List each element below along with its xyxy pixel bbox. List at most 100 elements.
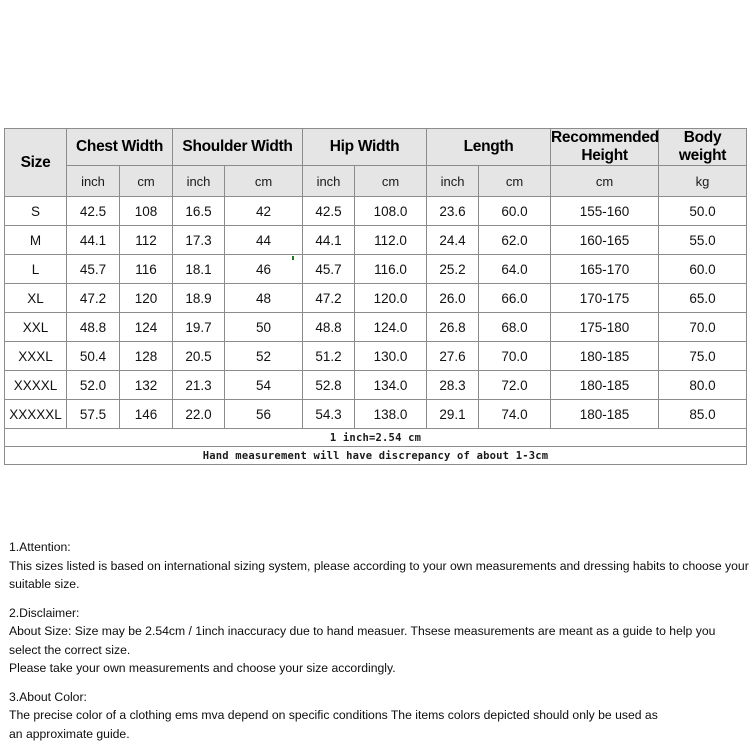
cell-length-cm: 64.0	[478, 254, 552, 284]
notes-section: 1.Attention: This sizes listed is based …	[9, 538, 749, 743]
cell-hip-inch: 42.5	[302, 196, 355, 226]
group-header-row: Size Chest Width Shoulder Width Hip Widt…	[4, 128, 748, 197]
cell-length-cm: 62.0	[478, 225, 552, 255]
cell-chest-inch: 57.5	[66, 399, 120, 429]
cell-length-inch: 29.1	[426, 399, 480, 429]
cell-size: S	[4, 196, 67, 226]
cell-length-inch: 25.2	[426, 254, 480, 284]
note-attention-line-1: This sizes listed is based on internatio…	[9, 558, 749, 592]
cell-hip-inch: 54.3	[302, 399, 355, 429]
cell-hip-cm: 112.0	[353, 225, 428, 255]
note-about-color-line-2: an approximate guide.	[9, 726, 130, 741]
cell-body-weight: 70.0	[658, 312, 748, 342]
cell-length-inch: 27.6	[426, 341, 480, 371]
cell-chest-cm: 146	[119, 399, 173, 429]
table-row: L 45.7 116 18.1 46 45.7 116.0 25.2 64.0 …	[4, 254, 748, 284]
cell-hip-inch: 52.8	[302, 370, 355, 400]
unit-height-cm: cm	[550, 165, 660, 197]
note-about-color-title: 3.About Color:	[9, 689, 87, 704]
unit-shoulder-inch: inch	[172, 165, 225, 197]
cell-shoulder-cm: 54	[224, 370, 303, 400]
unit-chest-cm: cm	[119, 165, 173, 197]
cell-shoulder-inch: 17.3	[172, 225, 225, 255]
unit-hip-cm: cm	[353, 165, 428, 197]
cell-chest-inch: 50.4	[66, 341, 120, 371]
cell-recommended-height: 180-185	[550, 341, 660, 371]
cell-shoulder-inch: 18.1	[172, 254, 225, 284]
cell-chest-inch: 52.0	[66, 370, 120, 400]
inch-conversion-note: 1 inch=2.54 cm	[3, 428, 748, 447]
cell-recommended-height: 180-185	[550, 370, 660, 400]
cell-shoulder-inch: 21.3	[172, 370, 225, 400]
unit-shoulder-cm: cm	[224, 165, 303, 197]
note-about-color-line-1: The precise color of a clothing ems mva …	[9, 708, 658, 722]
cell-length-cm: 70.0	[478, 341, 552, 371]
cell-shoulder-cm: 44	[224, 225, 303, 255]
cell-length-inch: 24.4	[426, 225, 480, 255]
cell-chest-inch: 47.2	[66, 283, 120, 313]
cell-shoulder-cm: 50	[224, 312, 303, 342]
column-header-size: Size	[4, 128, 67, 197]
cell-shoulder-inch: 18.9	[172, 283, 225, 313]
table-row: S 42.5 108 16.5 42 42.5 108.0 23.6 60.0 …	[4, 196, 748, 226]
cell-shoulder-cm: 52	[224, 341, 303, 371]
column-header-recommended-height: Recommended Height	[550, 128, 659, 166]
scan-artifact-mark	[292, 256, 294, 260]
cell-chest-inch: 42.5	[66, 196, 120, 226]
cell-body-weight: 55.0	[658, 225, 748, 255]
cell-shoulder-inch: 22.0	[172, 399, 225, 429]
table-row: XXXL 50.4 128 20.5 52 51.2 130.0 27.6 70…	[4, 341, 748, 371]
cell-shoulder-cm: 42	[224, 196, 303, 226]
column-header-hip-width: Hip Width	[301, 128, 428, 166]
cell-recommended-height: 170-175	[550, 283, 660, 313]
note-disclaimer: 2.Disclaimer: About Size: Size may be 2.…	[9, 604, 749, 678]
cell-length-cm: 66.0	[478, 283, 552, 313]
cell-hip-cm: 134.0	[353, 370, 428, 400]
cell-chest-inch: 44.1	[66, 225, 120, 255]
unit-weight-kg: kg	[658, 165, 748, 197]
cell-chest-cm: 132	[119, 370, 173, 400]
unit-length-cm: cm	[478, 165, 552, 197]
cell-hip-cm: 138.0	[353, 399, 428, 429]
cell-length-inch: 26.0	[426, 283, 480, 313]
cell-length-cm: 60.0	[478, 196, 552, 226]
cell-hip-cm: 124.0	[353, 312, 428, 342]
cell-hip-inch: 44.1	[302, 225, 355, 255]
cell-body-weight: 85.0	[658, 399, 748, 429]
cell-body-weight: 50.0	[658, 196, 748, 226]
cell-chest-cm: 120	[119, 283, 173, 313]
cell-chest-cm: 128	[119, 341, 173, 371]
cell-chest-cm: 108	[119, 196, 173, 226]
cell-body-weight: 60.0	[658, 254, 748, 284]
cell-hip-inch: 51.2	[302, 341, 355, 371]
table-row: XXL 48.8 124 19.7 50 48.8 124.0 26.8 68.…	[4, 312, 748, 342]
cell-chest-cm: 116	[119, 254, 173, 284]
cell-recommended-height: 175-180	[550, 312, 660, 342]
cell-length-inch: 28.3	[426, 370, 480, 400]
table-body: S 42.5 108 16.5 42 42.5 108.0 23.6 60.0 …	[3, 196, 748, 465]
cell-length-cm: 74.0	[478, 399, 552, 429]
column-header-body-weight: Body weight	[658, 128, 748, 166]
cell-hip-cm: 108.0	[353, 196, 428, 226]
unit-chest-inch: inch	[66, 165, 120, 197]
table-row: XXXXXL 57.5 146 22.0 56 54.3 138.0 29.1 …	[4, 399, 748, 429]
cell-size: XXXXXL	[4, 399, 67, 429]
cell-body-weight: 75.0	[658, 341, 748, 371]
cell-chest-inch: 48.8	[66, 312, 120, 342]
cell-hip-cm: 120.0	[353, 283, 428, 313]
cell-recommended-height: 165-170	[550, 254, 660, 284]
note-disclaimer-title: 2.Disclaimer:	[9, 605, 80, 620]
cell-length-cm: 72.0	[478, 370, 552, 400]
cell-shoulder-inch: 19.7	[172, 312, 225, 342]
cell-size: M	[4, 225, 67, 255]
cell-hip-inch: 45.7	[302, 254, 355, 284]
cell-length-inch: 26.8	[426, 312, 480, 342]
cell-chest-inch: 45.7	[66, 254, 120, 284]
cell-recommended-height: 160-165	[550, 225, 660, 255]
cell-size: L	[4, 254, 67, 284]
cell-body-weight: 65.0	[658, 283, 748, 313]
cell-shoulder-cm: 48	[224, 283, 303, 313]
cell-shoulder-cm: 46	[224, 254, 303, 284]
cell-shoulder-inch: 16.5	[172, 196, 225, 226]
note-disclaimer-line-2: Please take your own measurements and ch…	[9, 661, 396, 675]
